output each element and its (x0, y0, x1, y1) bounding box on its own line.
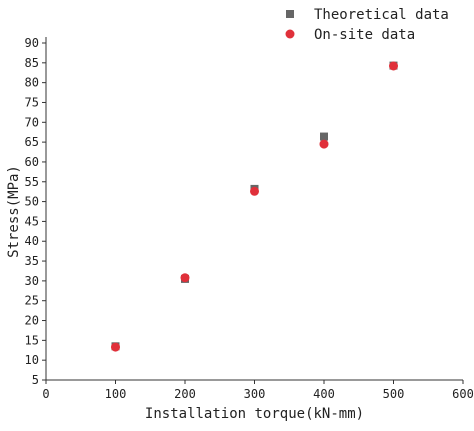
y-tick-label: 65 (25, 135, 39, 149)
y-tick-label: 85 (25, 56, 39, 70)
on-site-data-point (180, 273, 190, 283)
y-tick-label: 80 (25, 76, 39, 90)
legend-label: Theoretical data (314, 7, 449, 23)
x-axis-title: Installation torque(kN-mm) (145, 406, 364, 422)
legend-square-marker (286, 10, 294, 18)
y-tick-label: 25 (25, 294, 39, 308)
x-tick-label: 0 (42, 387, 49, 401)
y-axis-title: Stress(MPa) (6, 165, 22, 258)
on-site-data-point (389, 61, 398, 71)
legend-label: On-site data (314, 27, 415, 43)
x-tick-label: 500 (383, 387, 405, 401)
y-tick-label: 60 (25, 155, 39, 169)
y-tick-label: 55 (25, 175, 39, 189)
y-tick-label: 50 (25, 195, 39, 209)
x-tick-label: 300 (244, 387, 266, 401)
y-tick-label: 40 (25, 234, 39, 248)
y-tick-label: 90 (25, 36, 39, 50)
axes: 0 100 200 300 400 500 600 5 10 15 20 25 30 35 40 45 50 55… (25, 36, 474, 401)
y-tick-label: 20 (25, 314, 39, 328)
x-tick-label: 400 (313, 387, 335, 401)
on-site-data-point (111, 342, 120, 352)
y-tick-label: 70 (25, 115, 39, 129)
x-tick-label: 200 (174, 387, 196, 401)
legend-circle-marker (285, 29, 295, 39)
y-tick-label: 10 (25, 353, 39, 367)
x-tick-label: 600 (452, 387, 474, 401)
y-tick-label: 15 (25, 333, 39, 347)
y-tick-label: 30 (25, 274, 39, 288)
y-tick-label: 5 (32, 373, 39, 387)
y-tick-label: 45 (25, 214, 39, 228)
on-site-data-point (250, 186, 259, 196)
data-points (111, 61, 398, 352)
y-tick-label: 35 (25, 254, 39, 268)
legend: Theoretical data On-site data (285, 7, 449, 43)
x-tick-label: 100 (105, 387, 127, 401)
on-site-data-point (319, 139, 329, 149)
theoretical-data-point (320, 132, 328, 141)
y-tick-label: 75 (25, 95, 39, 109)
